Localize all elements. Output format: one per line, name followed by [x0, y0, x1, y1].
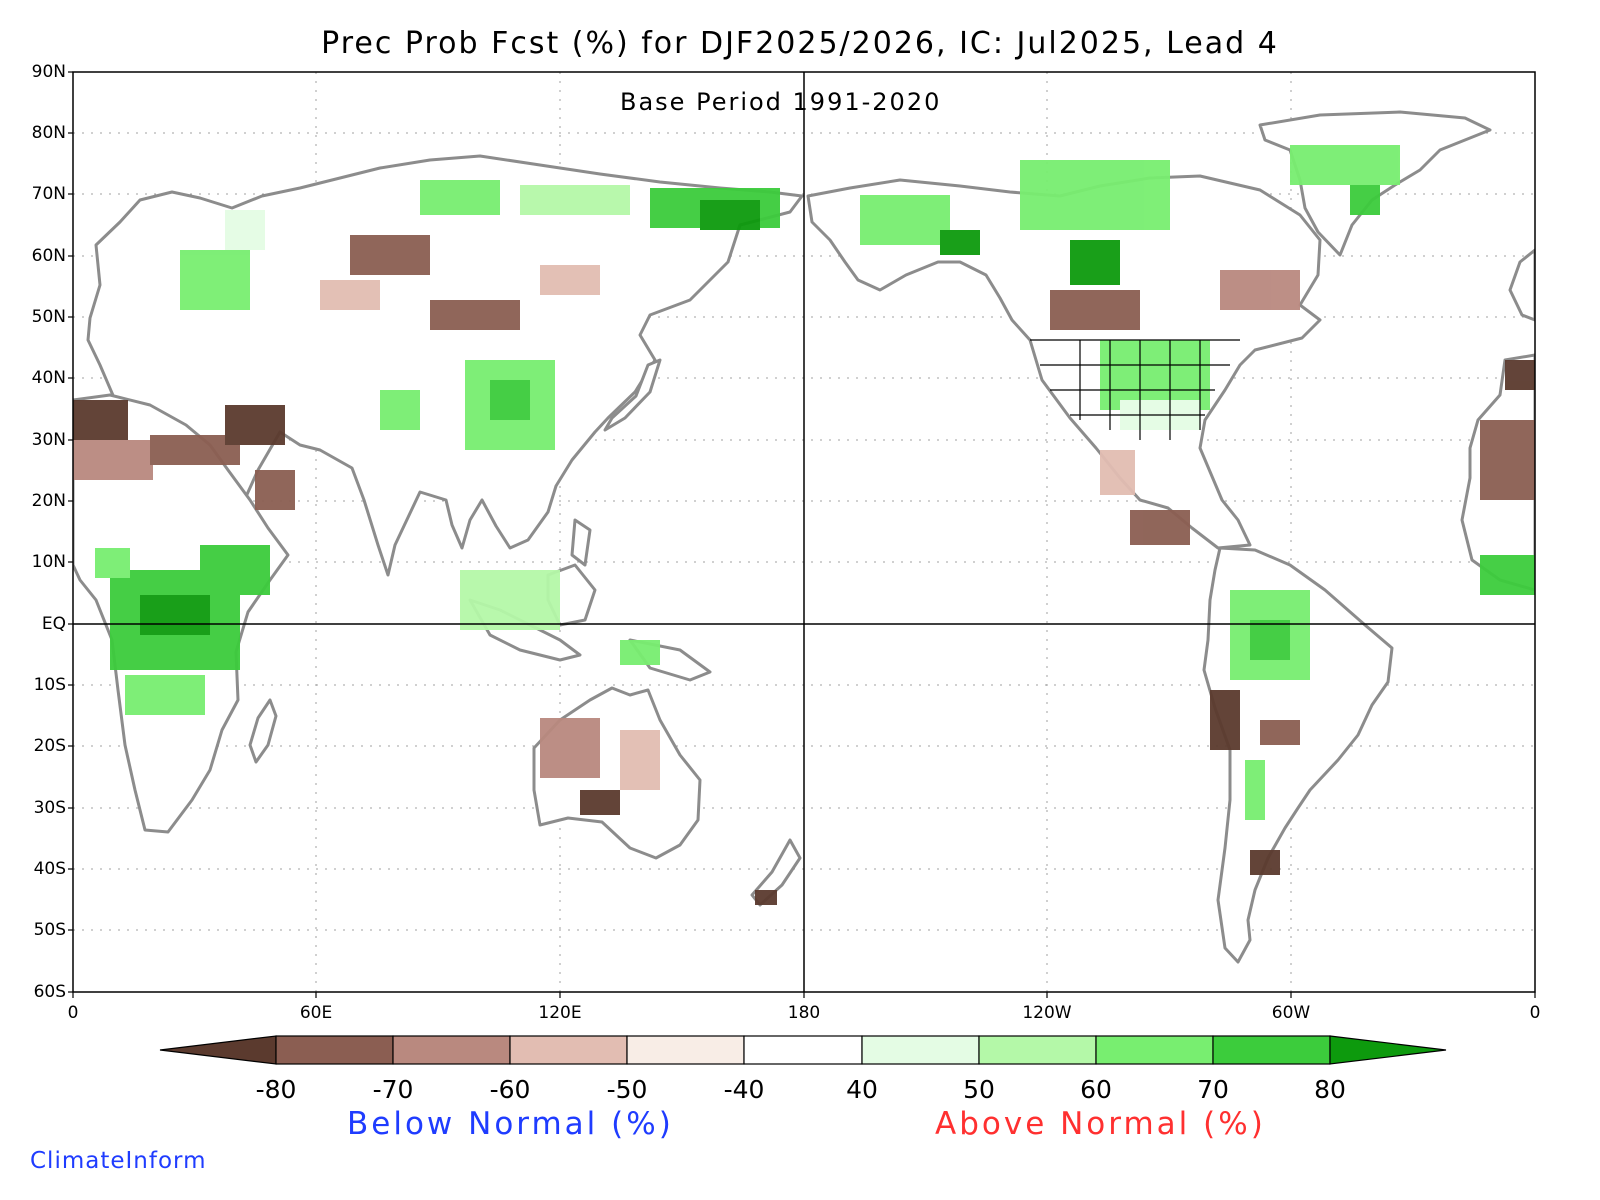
colorbar-label: -40: [723, 1075, 765, 1104]
lat-label: 50S: [33, 920, 66, 940]
colorbar-label: -80: [255, 1075, 297, 1104]
colorbar-label: 60: [1080, 1075, 1112, 1104]
lat-label: EQ: [41, 614, 66, 634]
lat-label: 20S: [33, 736, 66, 756]
colorbar-bin: [626, 1035, 745, 1065]
colorbar-cap-below: [159, 1035, 277, 1065]
axis-ticks: [68, 71, 1536, 998]
eurasia-outline: [86, 154, 804, 577]
lat-label: 20N: [31, 491, 66, 511]
lat-label: 50N: [31, 307, 66, 327]
lat-label: 40N: [31, 368, 66, 388]
colorbar-label: 40: [846, 1075, 878, 1104]
above-normal-patches: [95, 145, 1535, 820]
colorbar-bin: [509, 1035, 628, 1065]
lat-label: 10N: [31, 552, 66, 572]
below-normal-patches: [73, 235, 1535, 905]
colorbar: [159, 1035, 1447, 1065]
lat-label: 60S: [33, 982, 66, 1002]
above-normal-legend: Above Normal (%): [935, 1106, 1266, 1142]
colorbar-bin: [978, 1035, 1097, 1065]
lat-label: 70N: [31, 184, 66, 204]
lon-label: 60E: [299, 1003, 333, 1023]
colorbar-bin: [275, 1035, 394, 1065]
below-normal-legend: Below Normal (%): [347, 1106, 674, 1142]
europe-right-outline: [1508, 248, 1535, 322]
colorbar-bin: [1095, 1035, 1214, 1065]
map-title: Prec Prob Fcst (%) for DJF2025/2026, IC:…: [321, 26, 1279, 61]
colorbar-label: -50: [606, 1075, 648, 1104]
lat-label: 10S: [33, 675, 66, 695]
forecast-shading: [73, 145, 1535, 905]
colorbar-bin: [743, 1035, 863, 1065]
lat-label: 60N: [31, 246, 66, 266]
lon-label: 0: [67, 1003, 79, 1023]
lat-label: 30S: [33, 798, 66, 818]
lat-label: 90N: [31, 62, 66, 82]
lat-label: 40S: [33, 859, 66, 879]
colorbar-label: 80: [1314, 1075, 1346, 1104]
base-period-label: Base Period 1991-2020: [620, 88, 942, 116]
lon-label: 120W: [1022, 1003, 1072, 1023]
lat-label: 80N: [31, 123, 66, 143]
lat-label: 30N: [31, 430, 66, 450]
colorbar-label: -70: [372, 1075, 414, 1104]
lon-label: 0: [1529, 1003, 1541, 1023]
colorbar-bin: [392, 1035, 511, 1065]
japan-outline: [603, 358, 662, 432]
colorbar-cap-above: [1329, 1035, 1447, 1065]
philippines-outline: [570, 518, 592, 567]
us-state-borders: [1030, 339, 1240, 440]
colorbar-label: 70: [1197, 1075, 1229, 1104]
colorbar-label: 50: [963, 1075, 995, 1104]
colorbar-bin: [1212, 1035, 1331, 1065]
lon-label: 60W: [1271, 1003, 1311, 1023]
colorbar-label: -60: [489, 1075, 531, 1104]
madagascar-outline: [248, 698, 278, 764]
credit-label: ClimateInform: [30, 1148, 207, 1174]
lon-label: 180: [787, 1003, 821, 1023]
lon-label: 120E: [538, 1003, 582, 1023]
colorbar-bin: [861, 1035, 980, 1065]
